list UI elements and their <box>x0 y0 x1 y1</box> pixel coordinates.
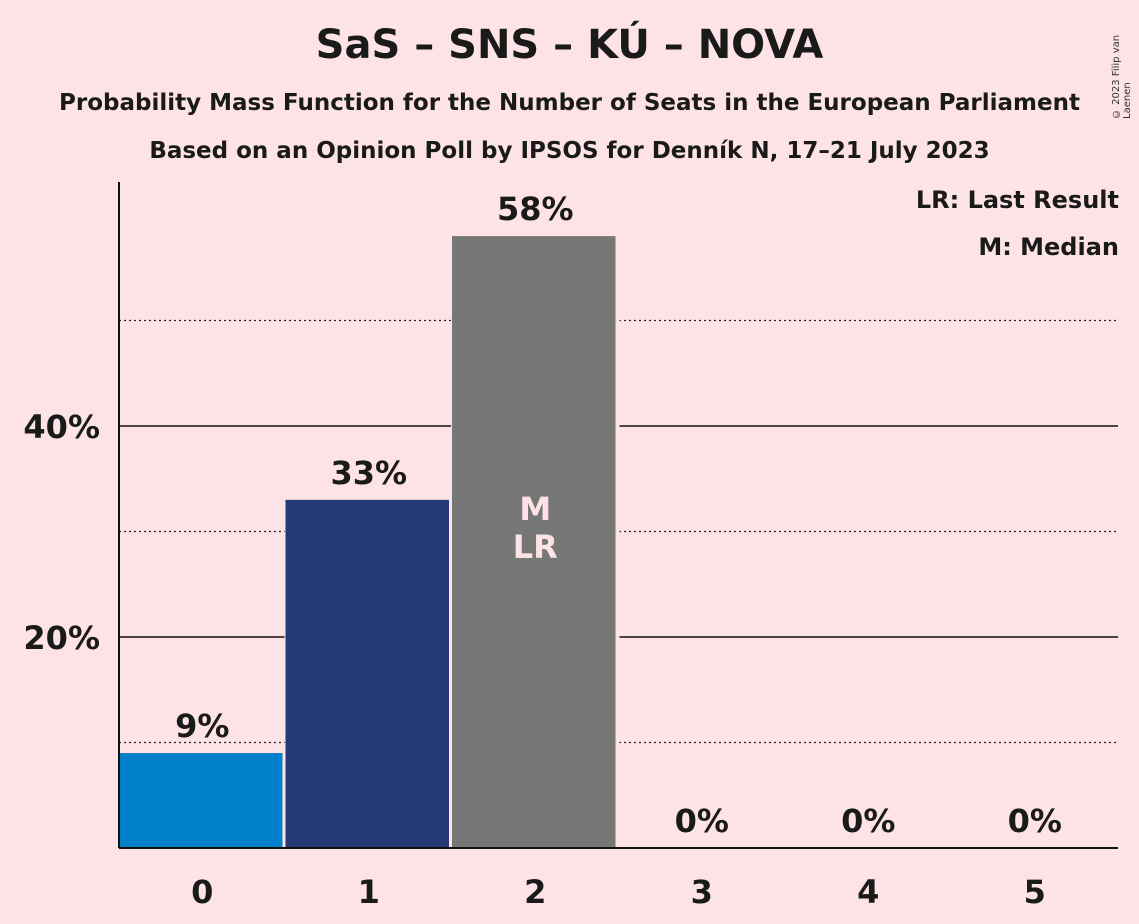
chart-subtitle: Probability Mass Function for the Number… <box>59 90 1080 116</box>
bar-1 <box>285 499 449 848</box>
legend-last-result: LR: Last Result <box>915 186 1119 214</box>
x-tick-label: 4 <box>857 873 879 911</box>
data-label: 0% <box>841 802 895 840</box>
x-tick-label: 0 <box>191 873 213 911</box>
x-tick-label: 2 <box>524 873 546 911</box>
x-tick-label: 3 <box>691 873 713 911</box>
data-label: 58% <box>497 190 574 228</box>
chart-title: SaS – SNS – KÚ – NOVA <box>315 22 824 68</box>
data-label: 33% <box>330 454 407 492</box>
y-tick-label: 20% <box>23 619 100 657</box>
data-label: 0% <box>1008 802 1062 840</box>
data-label: 0% <box>675 802 729 840</box>
legend-median: M: Median <box>978 233 1119 261</box>
bar-0 <box>119 753 283 848</box>
data-label: 9% <box>175 707 229 745</box>
x-tick-label: 1 <box>358 873 380 911</box>
last-result-marker: LR <box>513 528 558 566</box>
bar-2 <box>452 236 616 849</box>
x-tick-label: 5 <box>1024 873 1046 911</box>
y-tick-label: 40% <box>23 408 100 446</box>
chart-subtitle-poll: Based on an Opinion Poll by IPSOS for De… <box>149 138 990 164</box>
median-marker: M <box>519 490 551 528</box>
